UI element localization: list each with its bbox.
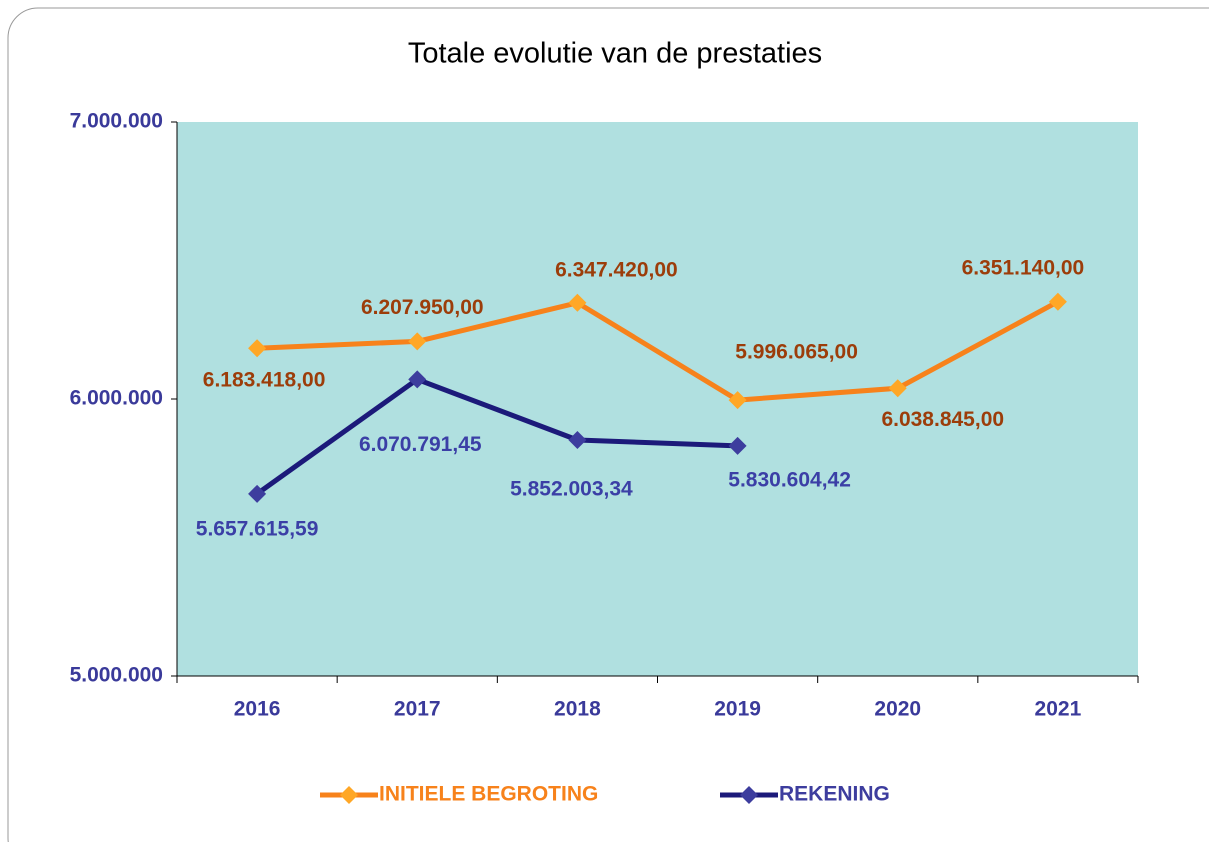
data-label: 5.657.615,59 [196, 517, 319, 540]
legend-marker [740, 786, 758, 804]
marker [888, 379, 907, 398]
marker [248, 339, 267, 358]
data-label: 6.183.418,00 [203, 369, 326, 392]
y-tick-label: 6.000.000 [70, 387, 163, 410]
x-tick-label: 2020 [874, 698, 921, 721]
data-label: 6.070.791,45 [359, 433, 482, 456]
marker [728, 391, 747, 410]
x-tick-label: 2016 [234, 698, 281, 721]
x-tick-label: 2021 [1035, 698, 1082, 721]
data-label: 6.351.140,00 [962, 256, 1085, 279]
legend-marker [340, 786, 358, 804]
data-label: 6.038.845,00 [881, 408, 1004, 431]
legend-label: INITIELE BEGROTING [379, 783, 598, 806]
x-tick-label: 2019 [714, 698, 761, 721]
y-tick-label: 7.000.000 [70, 110, 163, 133]
marker [248, 484, 267, 503]
marker [408, 370, 427, 389]
plot-area [177, 122, 1138, 676]
data-label: 6.207.950,00 [361, 296, 484, 319]
series-line [256, 299, 1060, 403]
series-line [255, 376, 738, 496]
marker [408, 332, 427, 351]
chart-title: Totale evolutie van de prestaties [408, 38, 822, 70]
x-tick-label: 2017 [394, 698, 441, 721]
marker [568, 430, 587, 449]
data-label: 5.996.065,00 [735, 341, 858, 364]
x-tick-label: 2018 [554, 698, 601, 721]
data-label: 5.852.003,34 [510, 478, 633, 501]
data-label: 6.347.420,00 [555, 258, 678, 281]
data-label: 5.830.604,42 [728, 468, 851, 491]
marker [568, 293, 587, 312]
marker [728, 436, 747, 455]
marker [1048, 292, 1067, 311]
legend-label: REKENING [779, 783, 890, 806]
y-tick-label: 5.000.000 [70, 664, 163, 687]
